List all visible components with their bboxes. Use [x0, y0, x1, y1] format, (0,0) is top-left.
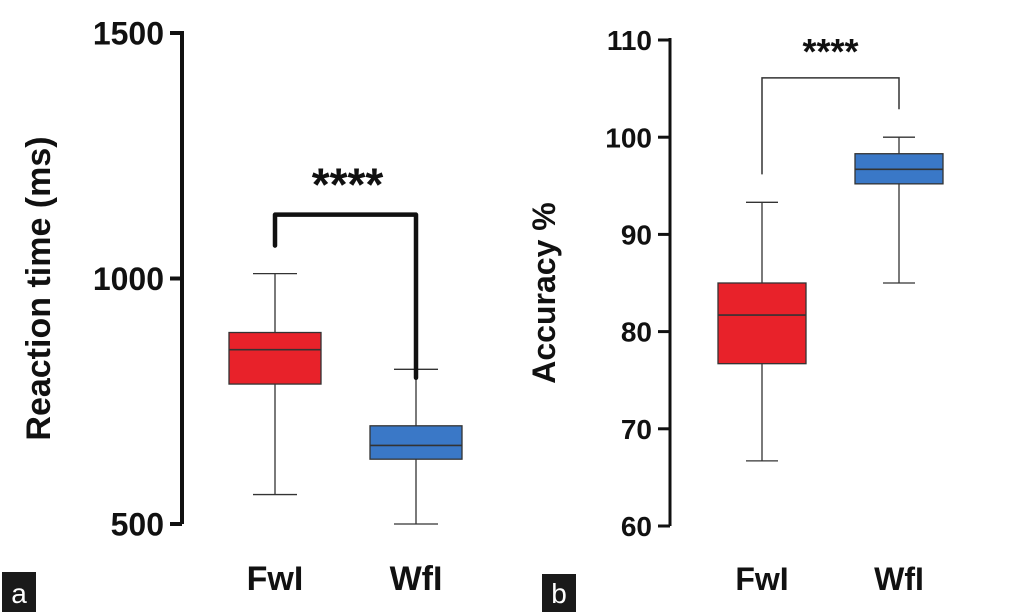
- significance-label: ****: [312, 159, 384, 211]
- box-iqr: [369, 425, 463, 460]
- box-iqr: [717, 282, 807, 365]
- significance-bracket: [272, 212, 419, 381]
- x-category-label: FwI: [247, 560, 304, 598]
- panel-b: 60 70 80 90 100 110 Accuracy % FwI WfI **** b: [526, 25, 944, 612]
- box-iqr: [228, 331, 322, 385]
- panel-tag-label: a: [11, 578, 27, 609]
- panel-tag-box: [2, 572, 36, 612]
- y-tick-label: 1000: [93, 261, 164, 297]
- box-WfI: [369, 368, 463, 525]
- y-tick-label: 1500: [93, 16, 164, 52]
- y-axis-title: Accuracy %: [526, 202, 562, 383]
- y-tick-label: 90: [621, 219, 652, 250]
- y-tick-label: 100: [605, 122, 652, 153]
- y-tick-label: 70: [621, 414, 652, 445]
- x-category-label: WfI: [874, 561, 924, 597]
- panel-tag-label: b: [551, 578, 567, 609]
- panel-a: 500 1000 1500 Reaction time (ms) FwI WfI **** a: [2, 16, 463, 612]
- box-FwI: [717, 201, 807, 462]
- box-FwI: [228, 272, 322, 496]
- y-tick-label: 110: [607, 25, 652, 56]
- y-tick-label: 80: [621, 317, 652, 348]
- box-WfI: [854, 136, 944, 284]
- y-tick-label: 500: [111, 507, 164, 543]
- panel-tag-box: [542, 574, 576, 612]
- significance-bracket: [761, 77, 900, 175]
- x-category-label: FwI: [735, 561, 788, 597]
- x-category-label: WfI: [390, 560, 443, 598]
- y-axis-title: Reaction time (ms): [20, 136, 58, 440]
- significance-label: ****: [802, 31, 858, 72]
- y-tick-label: 60: [621, 511, 652, 542]
